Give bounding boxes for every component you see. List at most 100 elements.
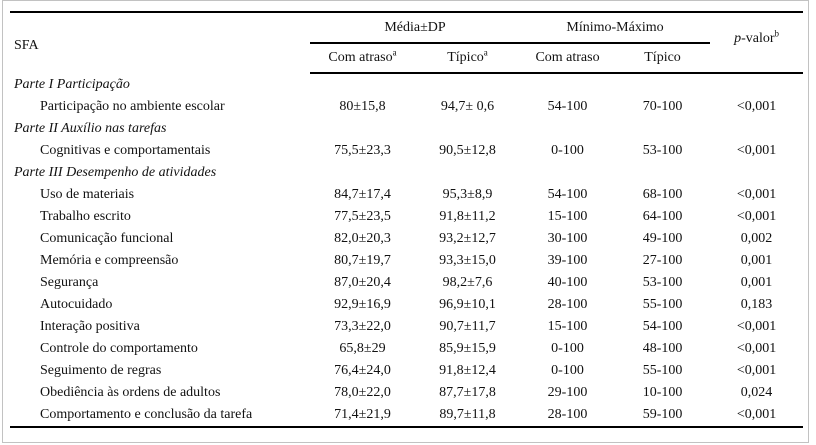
cell-media-tipico: 91,8±12,4 — [439, 363, 496, 378]
cell-media-tipico: 93,2±12,7 — [439, 231, 496, 246]
row-label: Comunicação funcional — [40, 231, 174, 246]
table-row: Comportamento e conclusão da tarefa 71,4… — [10, 404, 803, 427]
group-header-media-dp: Média±DP — [310, 12, 521, 44]
cell-media-tipico: 94,7± 0,6 — [440, 99, 495, 114]
table-row: Obediência às ordens de adultos 78,0±22,… — [10, 382, 803, 404]
cell-minmax-tipico: 53-100 — [642, 143, 683, 158]
cell-minmax-com-atraso: 15-100 — [547, 319, 588, 334]
cell-minmax-com-atraso: 28-100 — [547, 297, 588, 312]
cell-minmax-tipico: 68-100 — [642, 187, 683, 202]
table-row: Seguimento de regras 76,4±24,0 91,8±12,4… — [10, 360, 803, 382]
cell-minmax-com-atraso: 0-100 — [551, 143, 584, 158]
footnote-mark-a: a — [392, 47, 397, 58]
cell-minmax-tipico: 10-100 — [642, 385, 683, 400]
cell-media-tipico: 96,9±10,1 — [439, 297, 496, 312]
cell-minmax-tipico: 54-100 — [642, 319, 683, 334]
cell-minmax-com-atraso: 39-100 — [547, 253, 588, 268]
pvalue-p: p — [734, 31, 742, 46]
cell-pvalue: <0,001 — [736, 143, 777, 158]
cell-pvalue: 0,001 — [740, 253, 773, 268]
cell-media-tipico: 90,7±11,7 — [439, 319, 496, 334]
cell-media-com-atraso: 80,7±19,7 — [334, 253, 391, 268]
cell-media-com-atraso: 82,0±20,3 — [334, 231, 391, 246]
cell-minmax-tipico: 49-100 — [642, 231, 683, 246]
row-label: Obediência às ordens de adultos — [40, 385, 221, 400]
table-row: Controle do comportamento 65,8±29 85,9±1… — [10, 338, 803, 360]
table-row: Interação positiva 73,3±22,0 90,7±11,7 1… — [10, 316, 803, 338]
row-label: Uso de materiais — [40, 187, 135, 202]
sub-header-row: Com atrasoa Típicoa Com atraso Típico — [10, 43, 803, 74]
cell-pvalue: 0,024 — [740, 385, 773, 400]
table-row: Cognitivas e comportamentais 75,5±23,3 9… — [10, 140, 803, 162]
footnote-mark-a: a — [483, 47, 488, 58]
section-row: Parte I Participação — [10, 73, 803, 96]
pvalue-rest: -valor — [741, 31, 775, 46]
row-label: Autocuidado — [40, 297, 113, 312]
cell-media-com-atraso: 71,4±21,9 — [334, 407, 391, 422]
row-label: Interação positiva — [40, 319, 140, 334]
cell-media-tipico: 85,9±15,9 — [439, 341, 496, 356]
group-header-minimo-maximo: Mínimo-Máximo — [520, 12, 711, 44]
cell-minmax-com-atraso: 28-100 — [547, 407, 588, 422]
section-row: Parte II Auxílio nas tarefas — [10, 118, 803, 140]
row-label: Memória e compreensão — [40, 253, 179, 268]
cell-media-com-atraso: 76,4±24,0 — [334, 363, 391, 378]
cell-pvalue: 0,002 — [740, 231, 773, 246]
cell-minmax-com-atraso: 0-100 — [551, 341, 584, 356]
cell-media-com-atraso: 84,7±17,4 — [334, 187, 391, 202]
cell-media-com-atraso: 75,5±23,3 — [334, 143, 391, 158]
column-header-media-com-atraso: Com atrasoa — [310, 43, 415, 74]
row-label: Controle do comportamento — [40, 341, 198, 356]
row-label: Seguimento de regras — [40, 363, 162, 378]
cell-minmax-tipico: 59-100 — [642, 407, 683, 422]
table-body: Parte I Participação Participação no amb… — [10, 73, 803, 427]
cell-minmax-com-atraso: 54-100 — [547, 187, 588, 202]
table-header: SFA Média±DP Mínimo-Máximo p-valorb Com … — [10, 12, 804, 74]
cell-media-tipico: 87,7±17,8 — [439, 385, 496, 400]
cell-media-com-atraso: 80±15,8 — [339, 99, 386, 114]
cell-media-com-atraso: 92,9±16,9 — [334, 297, 391, 312]
cell-media-tipico: 98,2±7,6 — [442, 275, 493, 290]
cell-media-tipico: 95,3±8,9 — [442, 187, 493, 202]
table-row: Trabalho escrito 77,5±23,5 91,8±11,2 15-… — [10, 206, 803, 228]
cell-pvalue: <0,001 — [736, 341, 777, 356]
cell-pvalue: <0,001 — [736, 187, 777, 202]
cell-minmax-tipico: 55-100 — [642, 363, 683, 378]
cell-minmax-com-atraso: 30-100 — [547, 231, 588, 246]
table-row: Segurança 87,0±20,4 98,2±7,6 40-100 53-1… — [10, 272, 803, 294]
column-header-sfa: SFA — [14, 37, 39, 53]
cell-pvalue: <0,001 — [736, 319, 777, 334]
group-header-row: SFA Média±DP Mínimo-Máximo p-valorb — [10, 12, 804, 74]
row-label: Segurança — [40, 275, 99, 290]
pvalue-footnote-mark: b — [774, 28, 780, 39]
table-row: Uso de materiais 84,7±17,4 95,3±8,9 54-1… — [10, 184, 803, 206]
cell-media-com-atraso: 73,3±22,0 — [334, 319, 391, 334]
cell-minmax-com-atraso: 0-100 — [551, 363, 584, 378]
cell-pvalue: <0,001 — [736, 99, 777, 114]
table-row: Participação no ambiente escolar 80±15,8… — [10, 96, 803, 118]
cell-minmax-tipico: 53-100 — [642, 275, 683, 290]
cell-minmax-tipico: 70-100 — [642, 99, 683, 114]
column-header-minmax-com-atraso: Com atraso — [520, 43, 616, 74]
cell-minmax-com-atraso: 40-100 — [547, 275, 588, 290]
cell-pvalue: 0,001 — [740, 275, 773, 290]
row-label: Trabalho escrito — [40, 209, 131, 224]
table-row: Autocuidado 92,9±16,9 96,9±10,1 28-100 5… — [10, 294, 803, 316]
cell-pvalue: <0,001 — [736, 209, 777, 224]
table-row: Comunicação funcional 82,0±20,3 93,2±12,… — [10, 228, 803, 250]
cell-pvalue: <0,001 — [736, 407, 777, 422]
row-label: Comportamento e conclusão da tarefa — [40, 407, 253, 422]
cell-media-tipico: 90,5±12,8 — [439, 143, 496, 158]
table-row: Memória e compreensão 80,7±19,7 93,3±15,… — [10, 250, 803, 272]
section-label: Parte III Desempenho de atividades — [14, 165, 217, 180]
section-label: Parte II Auxílio nas tarefas — [14, 121, 167, 136]
cell-media-tipico: 91,8±11,2 — [439, 209, 496, 224]
cell-media-com-atraso: 77,5±23,5 — [334, 209, 391, 224]
stats-table: SFA Média±DP Mínimo-Máximo p-valorb Com … — [10, 11, 804, 428]
cell-media-com-atraso: 87,0±20,4 — [334, 275, 391, 290]
row-label: Cognitivas e comportamentais — [40, 143, 211, 158]
cell-minmax-tipico: 55-100 — [642, 297, 683, 312]
column-header-media-tipico: Típicoa — [415, 43, 521, 74]
row-label: Participação no ambiente escolar — [40, 99, 225, 114]
